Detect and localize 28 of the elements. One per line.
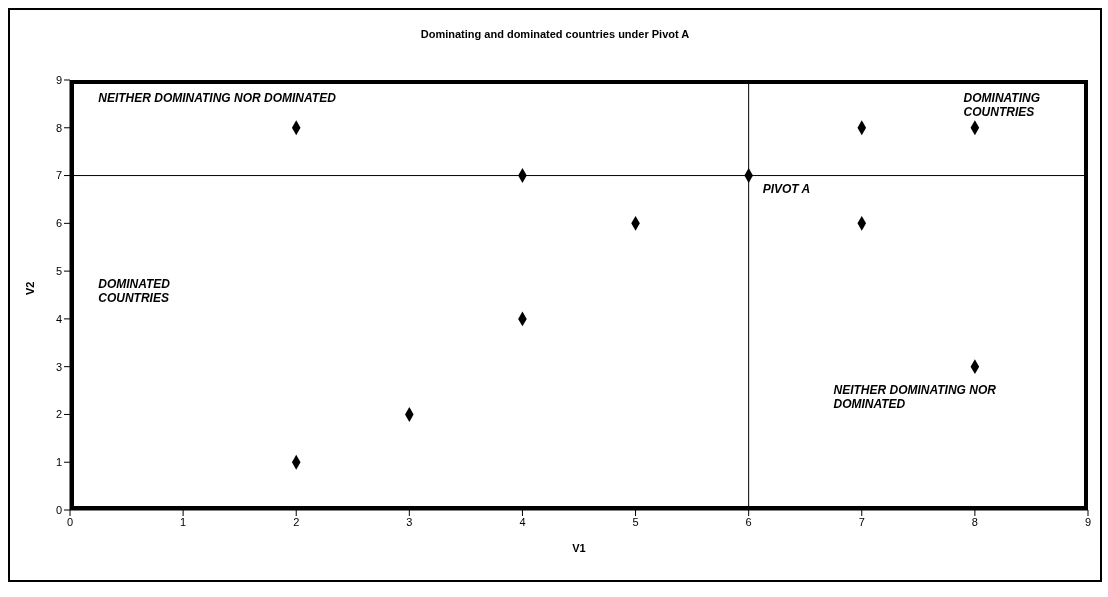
y-tick-label: 4: [55, 312, 62, 325]
x-tick-label: 9: [1084, 515, 1092, 528]
y-tick-label: 5: [55, 265, 62, 278]
x-tick-label: 1: [180, 515, 187, 528]
annotation: PIVOT A: [762, 181, 811, 196]
x-tick-label: 2: [293, 515, 300, 528]
x-tick-label: 5: [632, 515, 639, 528]
y-tick-label: 7: [55, 169, 62, 182]
y-axis-title: V2: [23, 281, 36, 295]
x-axis-title: V1: [572, 542, 586, 554]
y-tick-label: 6: [55, 217, 62, 230]
x-tick-label: 7: [858, 515, 865, 528]
y-tick-label: 3: [55, 360, 62, 373]
chart-title: Dominating and dominated countries under Pivot A: [419, 28, 691, 40]
x-tick-label: 4: [519, 515, 526, 528]
y-tick-label: 2: [55, 408, 62, 421]
x-tick-label: 8: [971, 515, 978, 528]
y-tick-label: 1: [55, 456, 62, 469]
x-tick-label: 6: [745, 515, 752, 528]
y-tick-label: 8: [55, 121, 62, 134]
annotation: NEITHER DOMINATING NOR DOMINATED: [98, 91, 337, 106]
x-tick-label: 3: [406, 515, 413, 528]
annotation: DOMINATING COUNTRIES: [963, 91, 1041, 120]
annotation: DOMINATED COUNTRIES: [98, 277, 172, 306]
y-tick-label: 0: [55, 503, 62, 516]
x-tick-label: 0: [66, 515, 74, 528]
y-tick-label: 9: [55, 73, 62, 86]
annotation: NEITHER DOMINATING NOR DOMINATED: [833, 382, 997, 411]
